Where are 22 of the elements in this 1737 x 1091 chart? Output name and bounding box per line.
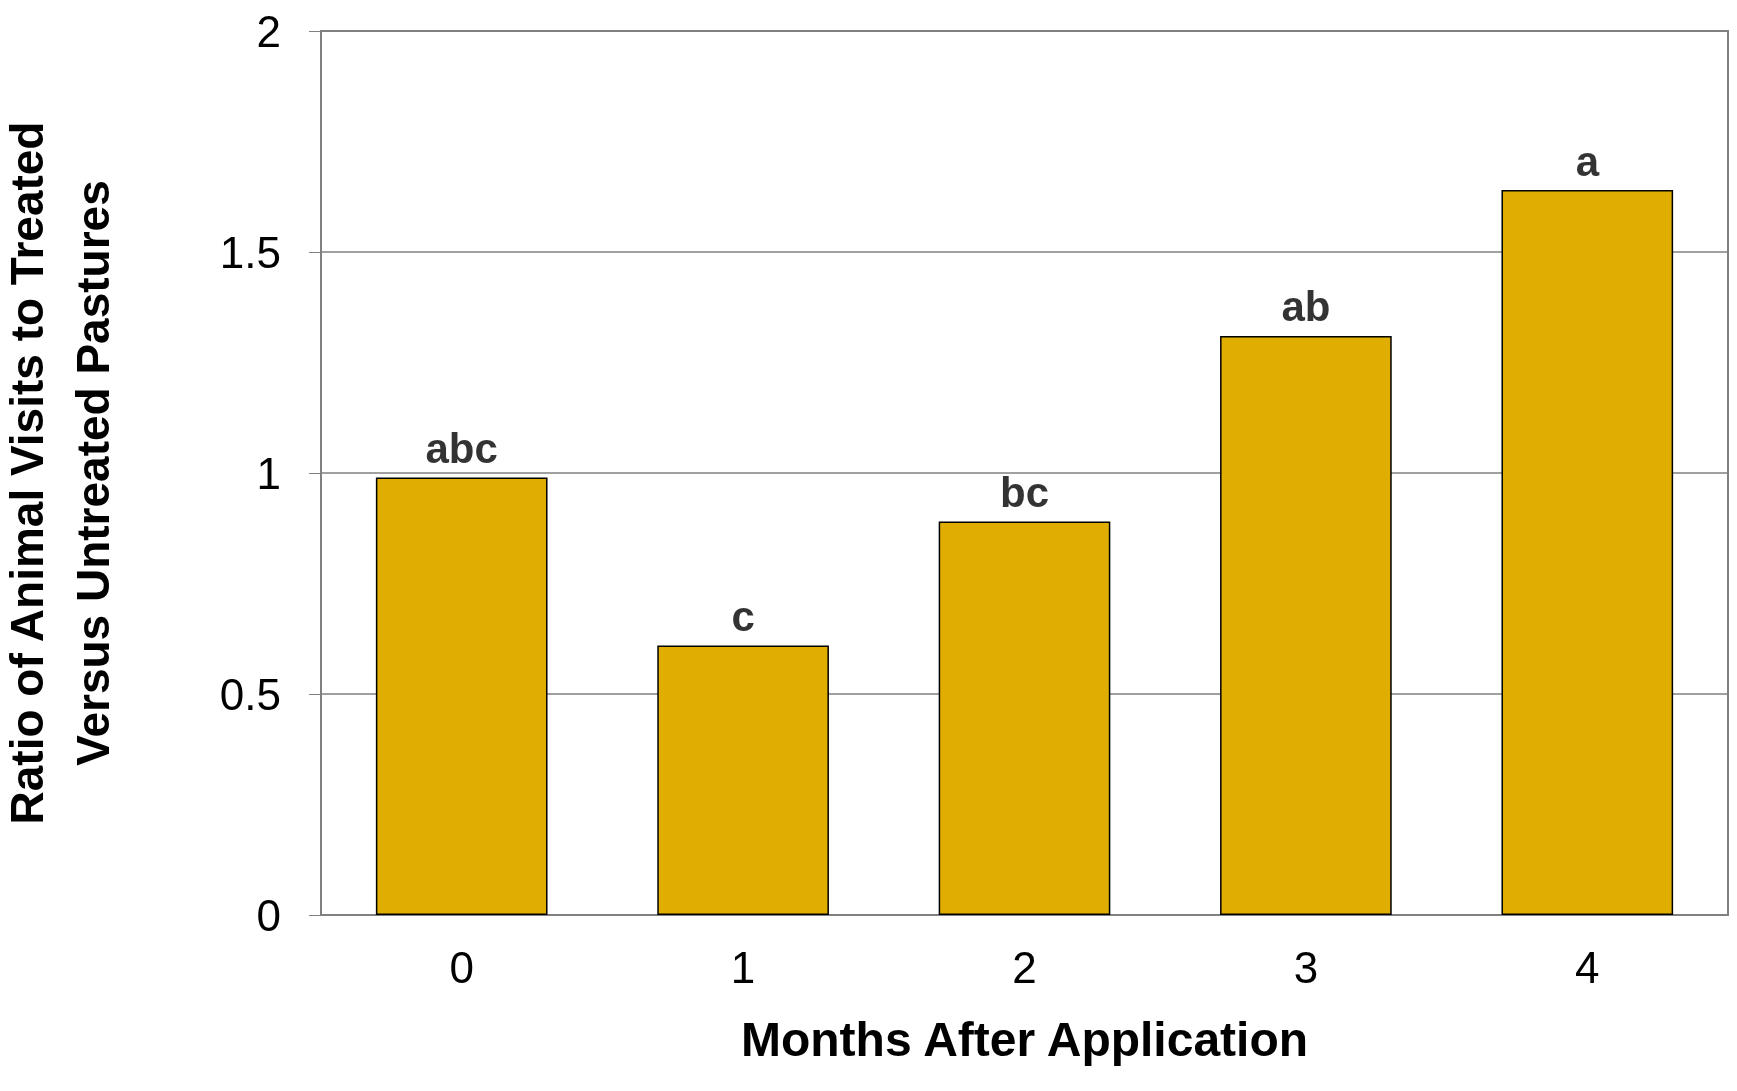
y-tick-label: 0.5 — [219, 669, 281, 719]
bar — [375, 477, 548, 915]
x-tick-label: 2 — [1012, 942, 1037, 992]
x-axis-title: Months After Application — [740, 1012, 1309, 1066]
annotation: bc — [999, 469, 1050, 517]
bar — [1220, 335, 1392, 915]
annotation: ab — [1281, 283, 1331, 331]
y-tick-label: 1 — [256, 448, 281, 498]
y-tick-label: 1.5 — [219, 227, 281, 277]
y-axis-title: Ratio of Animal Visits to Treated Versus Untreated Pastures — [1, 121, 119, 825]
x-tick-label: 0 — [449, 942, 474, 992]
annotation: a — [1575, 137, 1600, 185]
annotation: c — [731, 592, 755, 640]
bar — [1501, 190, 1674, 915]
bar — [657, 645, 829, 915]
x-tick-label: 1 — [730, 942, 756, 992]
y-tick-label: 0 — [256, 890, 281, 940]
bar — [938, 521, 1111, 915]
y-tick-label: 2 — [256, 6, 281, 56]
x-tick-label: 4 — [1575, 942, 1600, 992]
x-tick-label: 3 — [1293, 942, 1319, 992]
annotation: abc — [425, 424, 498, 472]
